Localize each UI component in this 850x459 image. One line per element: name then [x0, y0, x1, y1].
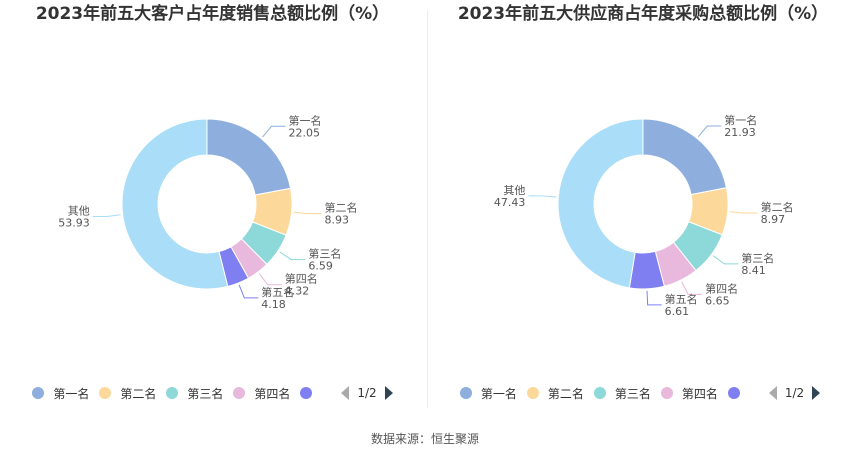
legend-item[interactable]: 第四名: [660, 385, 718, 402]
legend-pager: 1/2: [335, 386, 393, 400]
slice-value: 21.93: [724, 126, 756, 139]
legend-dot: [300, 387, 313, 399]
slice-label: 第二名: [325, 201, 358, 215]
chart-panel-customers: 2023年前五大客户占年度销售总额比例（%） 第一名 22.05 第二名 8.93 第三…: [0, 0, 425, 410]
leader-line: [238, 284, 259, 299]
slice-value: 8.41: [741, 264, 766, 277]
legend-item[interactable]: 第一名: [459, 385, 517, 402]
legend-item[interactable]: 第二名: [99, 385, 156, 402]
slice-label: 其他: [68, 204, 90, 217]
slice-label: 第四名: [705, 281, 738, 295]
prev-page-icon[interactable]: [341, 386, 350, 400]
slice-label: 第一名: [724, 113, 757, 127]
data-source: 数据来源：恒生聚源: [370, 432, 479, 446]
slice-label: 第二名: [761, 200, 794, 214]
slice-value: 8.97: [761, 213, 786, 226]
pager-text: 1/2: [357, 386, 377, 400]
slice-value: 22.05: [289, 126, 321, 139]
legend-suppliers: 第一名 第二名 第三名 第四名 1/2: [430, 383, 850, 403]
donut-slice[interactable]: [557, 118, 644, 289]
legend-dot: [526, 387, 539, 399]
legend-dot: [32, 387, 45, 399]
leader-line: [712, 255, 739, 265]
leader-line: [279, 251, 306, 261]
slice-label: 第五名: [665, 292, 698, 306]
legend-item[interactable]: 第一名: [32, 385, 89, 402]
legend-pager: 1/2: [763, 386, 821, 400]
legend-label: 第三名: [187, 386, 224, 401]
slice-label: 第一名: [289, 113, 322, 127]
donut-slice[interactable]: [121, 118, 229, 290]
donut-slice[interactable]: [642, 118, 728, 196]
leader-line: [528, 195, 557, 198]
leader-line: [681, 281, 703, 295]
legend-dot: [233, 387, 246, 399]
slice-label: 第三名: [741, 251, 774, 265]
legend-item[interactable]: [300, 387, 321, 399]
legend-dot: [99, 387, 112, 399]
slice-label: 其他: [503, 184, 525, 197]
legend-item[interactable]: 第二名: [526, 385, 584, 402]
slice-value: 6.59: [308, 260, 333, 273]
slice-value: 53.93: [58, 216, 90, 229]
leader-line: [729, 211, 758, 214]
chart-title-suppliers: 2023年前五大供应商占年度采购总额比例（%）: [457, 4, 829, 24]
slice-value: 6.61: [665, 305, 690, 318]
legend-label: 第二名: [120, 386, 157, 401]
legend-dot: [727, 387, 740, 399]
next-page-icon[interactable]: [812, 386, 821, 400]
legend-item[interactable]: 第三名: [166, 385, 223, 402]
donut-slice[interactable]: [206, 118, 292, 196]
leader-line: [92, 214, 121, 217]
leader-line: [646, 290, 662, 306]
legend-label: 第四名: [681, 386, 718, 401]
legend-dot: [166, 387, 179, 399]
legend-label: 第一名: [480, 386, 517, 401]
legend-customers: 第一名 第二名 第三名 第四名 1/2: [0, 383, 425, 403]
slice-value: 47.43: [494, 196, 526, 209]
leader-line: [293, 211, 322, 215]
legend-item[interactable]: 第四名: [233, 385, 290, 402]
slice-value: 4.32: [285, 285, 310, 298]
slice-value: 4.18: [261, 298, 286, 311]
legend-label: 第二名: [547, 386, 584, 401]
leader-line: [262, 125, 286, 138]
pager-text: 1/2: [784, 386, 805, 400]
legend-item[interactable]: 第三名: [593, 385, 651, 402]
next-page-icon[interactable]: [384, 386, 393, 400]
chart-title-customers: 2023年前五大客户占年度销售总额比例（%）: [35, 4, 390, 24]
panel-divider: [427, 10, 428, 408]
leader-line: [258, 273, 282, 286]
slice-label: 第五名: [261, 285, 294, 299]
legend-item[interactable]: [727, 387, 749, 399]
slice-value: 6.65: [705, 294, 730, 307]
legend-dot: [660, 387, 673, 399]
prev-page-icon[interactable]: [768, 386, 777, 400]
chart-panel-suppliers: 2023年前五大供应商占年度采购总额比例（%） 第一名 21.93 第二名 8.97 第…: [430, 0, 850, 410]
legend-dot: [593, 387, 606, 399]
leader-line: [697, 125, 722, 138]
legend-label: 第三名: [614, 386, 651, 401]
legend-label: 第四名: [254, 386, 291, 401]
legend-label: 第一名: [53, 386, 90, 401]
slice-label: 第四名: [285, 272, 318, 286]
slice-label: 第三名: [308, 247, 341, 261]
legend-dot: [459, 387, 472, 399]
slice-value: 8.93: [325, 214, 350, 227]
